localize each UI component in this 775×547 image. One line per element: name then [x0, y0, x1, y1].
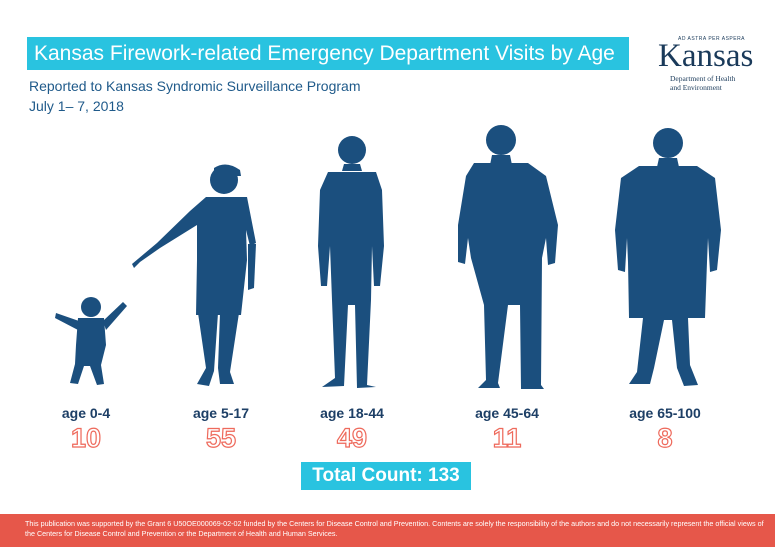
age-count: 8	[657, 422, 673, 453]
age-count: 49	[336, 422, 368, 453]
age-label: age 5-17	[192, 405, 250, 421]
logo-dept-line2: and Environment	[670, 83, 722, 92]
young-adult-silhouette	[318, 136, 384, 388]
age-count: 11	[492, 422, 522, 453]
older-adult-silhouette	[615, 128, 721, 386]
kdhe-logo: AD ASTRA PER ASPERA Kansas Department of…	[648, 36, 760, 94]
age-count: 55	[205, 422, 237, 453]
chart-date-range: July 1– 7, 2018	[29, 98, 124, 114]
logo-department: Department of Health and Environment	[670, 74, 735, 92]
age-label: age 45-64	[475, 405, 539, 421]
logo-dept-line1: Department of Health	[670, 74, 736, 83]
logo-wordmark: Kansas	[658, 38, 754, 74]
age-label: age 0-4	[61, 405, 111, 421]
chart-title: Kansas Firework-related Emergency Depart…	[27, 37, 629, 70]
funding-disclaimer: This publication was supported by the Gr…	[0, 514, 775, 547]
logo-motto: AD ASTRA PER ASPERA	[678, 36, 746, 42]
chart-subtitle: Reported to Kansas Syndromic Surveillanc…	[29, 78, 361, 94]
toddler-silhouette	[55, 297, 127, 385]
age-count: 10	[70, 422, 102, 453]
age-label: age 65-100	[629, 405, 701, 421]
age-figures	[55, 125, 721, 389]
middle-age-adult-silhouette	[458, 125, 558, 389]
child-silhouette	[132, 164, 256, 386]
total-count: Total Count: 133	[301, 462, 471, 490]
age-label: age 18-44	[320, 405, 384, 421]
